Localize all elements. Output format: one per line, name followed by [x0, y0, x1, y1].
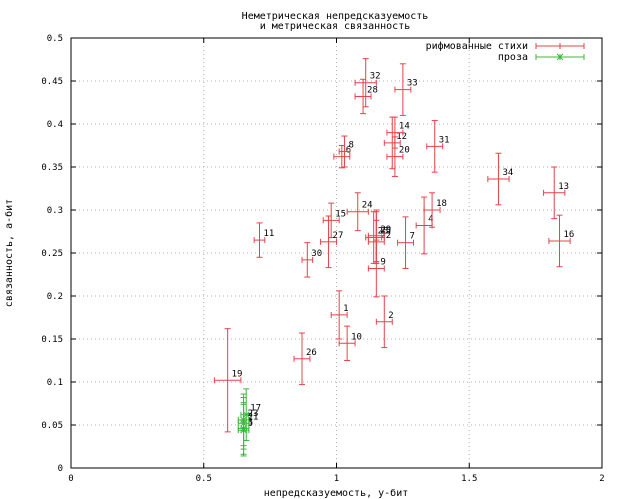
point-label: 19 [232, 369, 243, 379]
plot-area-frame [70, 37, 603, 469]
data-point: 20 [386, 136, 410, 177]
point-label: 2 [388, 311, 393, 321]
point-label: 23 [378, 227, 389, 237]
data-point: 26 [293, 332, 317, 386]
y-axis-label: связанность, а-бит [3, 199, 15, 307]
data-point: 7 [397, 216, 415, 269]
point-label: 14 [399, 122, 410, 132]
point-label: 20 [399, 146, 410, 156]
point-label: 24 [362, 201, 373, 211]
data-point: 1 [330, 290, 349, 340]
point-label: 25 [380, 227, 391, 237]
point-label: 6 [346, 146, 351, 156]
tick-labels: 0 0.5 1 1.5 200.050.10.150.20.250.30.350.40.… [41, 34, 604, 484]
data-point: 14 [386, 116, 410, 149]
x-tick-label: 1 [334, 474, 339, 484]
data-point: 18 [423, 192, 447, 228]
point-label: 15 [335, 209, 346, 219]
point-marker [242, 411, 250, 419]
data-point: 15 [322, 202, 346, 239]
chart-title-line-1: Неметрическая непредсказуемость [242, 11, 429, 22]
point-label: 4 [428, 214, 433, 224]
point-label: 34 [502, 168, 513, 178]
data-point: 13 [543, 166, 569, 220]
point-label: 29 [380, 225, 391, 235]
point-label: 16 [564, 230, 575, 240]
x-axis-label: непредсказуемость, у-бит [264, 487, 409, 499]
data-point: 10 [338, 325, 362, 361]
data-point: 11 [253, 222, 275, 258]
point-label: 31 [439, 135, 450, 145]
y-tick-label: 0.5 [47, 34, 63, 44]
point-label: 33 [407, 79, 418, 89]
data-point: 24 [346, 192, 373, 232]
point-label: 21 [248, 412, 259, 422]
point-label: 3 [248, 417, 253, 427]
data-point: 34 [487, 152, 513, 206]
data-point: 8 [338, 135, 354, 168]
y-tick-label: 0.05 [41, 421, 63, 431]
data-point: 4 [415, 196, 434, 255]
point-label: 10 [351, 332, 362, 342]
y-tick-label: 0.15 [41, 335, 63, 345]
point-label: 30 [311, 249, 322, 259]
point-label: 12 [396, 132, 407, 142]
y-tick-label: 0.25 [41, 249, 63, 259]
point-label: 9 [380, 257, 385, 267]
point-label: 23 [248, 409, 259, 419]
y-tick-label: 0.2 [47, 292, 63, 302]
point-label: 5 [248, 419, 253, 429]
x-tick-label: 0 [68, 474, 73, 484]
data-point: 16 [548, 214, 575, 268]
y-tick-label: 0 [58, 464, 63, 474]
x-tick-label: 0.5 [196, 474, 212, 484]
data-points: 1246789101112131415161819202223242526272… [213, 58, 575, 457]
point-label: 22 [380, 231, 391, 241]
point-label: 1 [343, 304, 348, 314]
point-label: 17 [250, 404, 261, 414]
data-point: 32 [354, 58, 381, 108]
point-label: 11 [264, 229, 275, 239]
point-label: 28 [367, 85, 378, 95]
legend-marker [556, 53, 564, 61]
point-label: 7 [410, 232, 415, 242]
data-point: 9 [367, 239, 386, 298]
point-label: 27 [333, 231, 344, 241]
data-point: 28 [354, 78, 378, 115]
x-tick-label: 1.5 [461, 474, 477, 484]
point-label: 32 [370, 72, 381, 82]
point-marker [240, 416, 247, 424]
data-point: 29 [367, 209, 391, 263]
grid [70, 37, 603, 469]
data-point: 2 [375, 295, 394, 349]
y-tick-label: 0.3 [47, 206, 63, 216]
data-point: 33 [394, 63, 418, 116]
legend-label: рифмованные стихи [426, 40, 528, 52]
y-tick-label: 0.35 [41, 163, 63, 173]
data-point: 30 [301, 242, 322, 278]
data-point: 27 [320, 215, 344, 269]
point-label: 13 [558, 182, 569, 192]
data-point: 23 [237, 393, 259, 447]
point-label: 8 [348, 141, 353, 151]
legend-label: проза [498, 52, 528, 63]
point-label: 26 [306, 348, 317, 358]
y-tick-label: 0.4 [47, 120, 63, 130]
y-tick-label: 0.1 [47, 378, 63, 388]
chart-title-line-2: и метрическая связанность [260, 21, 411, 32]
y-tick-label: 0.45 [41, 77, 63, 87]
point-label: 18 [436, 199, 447, 209]
x-tick-label: 2 [599, 474, 604, 484]
data-point: 19 [213, 328, 243, 433]
data-point: 31 [426, 120, 450, 173]
data-point: 6 [333, 145, 351, 169]
